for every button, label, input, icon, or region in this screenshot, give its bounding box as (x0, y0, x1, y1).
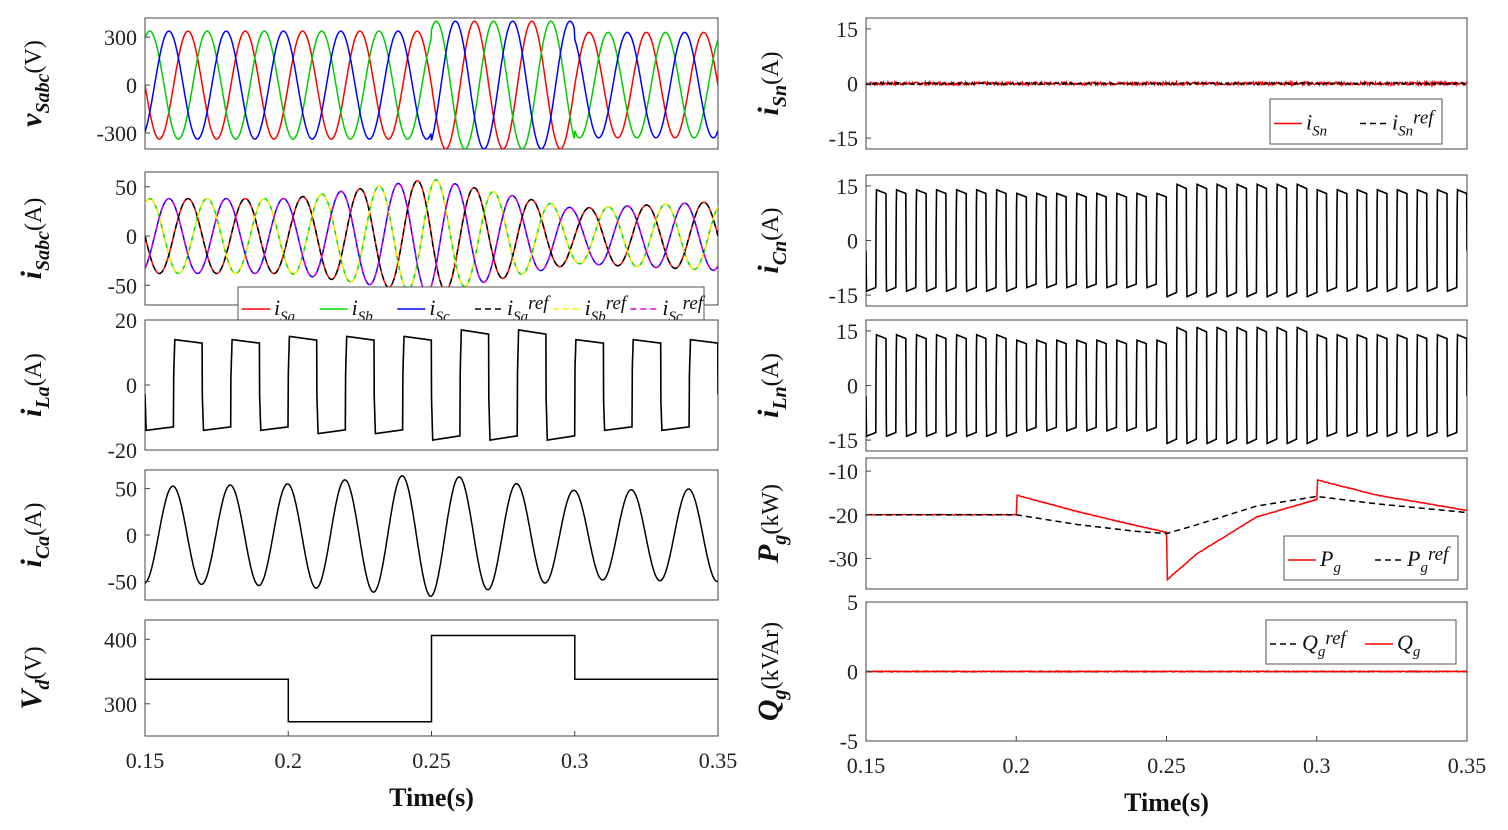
ylabel-is: iSabc(A) (15, 198, 54, 280)
ytick-label-icn: -15 (829, 283, 858, 308)
series-i_Ca (145, 475, 718, 597)
panel-ica: 50 0 -50 iCa(A) (15, 469, 719, 601)
ytick-label-ica: -50 (108, 569, 137, 594)
ytick-label-isn: 0 (847, 72, 858, 97)
ytick-label-ica: 0 (126, 523, 137, 548)
series-i_Sbref (145, 179, 718, 291)
xlabel-vd: Time(s) (389, 783, 474, 812)
ylabel-vd: Vd(V) (15, 646, 54, 709)
ytick-label-vd: 300 (104, 692, 137, 717)
legend-label: Pgref (1406, 544, 1451, 576)
legend-pg: Pg Pgref (1283, 535, 1459, 581)
xtick-label-vd: 0.25 (412, 748, 451, 773)
xtick-label-vd: 0.2 (275, 748, 303, 773)
panel-icn: 15 0 -15 iCn(A) (752, 174, 1468, 308)
xtick-label-qg: 0.3 (1303, 753, 1331, 778)
legend-label: iSn (1306, 110, 1327, 140)
panel-pg: -10 -20 -30 Pg(kW) Pg Pgref (752, 457, 1468, 590)
ytick-label-vs: -300 (97, 121, 137, 146)
ytick-label-qg: 5 (847, 590, 858, 615)
ylabel-ila: iLa(A) (15, 353, 54, 417)
ytick-label-ica: 50 (115, 477, 137, 502)
ytick-label-qg: -5 (840, 729, 858, 754)
ylabel-icn: iCn(A) (752, 207, 791, 273)
xtick-label-qg: 0.15 (847, 753, 886, 778)
series-i_Saref (145, 180, 718, 291)
ytick-label-vs: 0 (126, 73, 137, 98)
ytick-label-vd: 400 (104, 627, 137, 652)
xtick-label-vd: 0.35 (699, 748, 738, 773)
ylabel-qg: Qg(kVAr) (752, 622, 791, 721)
ylabel-pg: Pg(kW) (752, 484, 791, 564)
ytick-label-pg: -10 (829, 459, 858, 484)
legend-label: Qgref (1302, 628, 1349, 660)
series-v_Sb (145, 20, 718, 149)
panel-iln: 15 0 -15 iLn(A) (752, 319, 1468, 453)
legend-isn: iSn iSnref (1269, 98, 1443, 145)
panel-vs: 300 0 -300 vSabc(V) (15, 17, 719, 150)
panel-isn: 15 0 -15 iSn(A) iSn iSnref (752, 17, 1468, 151)
ytick-label-qg: 0 (847, 660, 858, 685)
series-i_Ln (866, 326, 1467, 445)
series-i_Scref (145, 182, 718, 294)
ytick-label-icn: 0 (847, 229, 858, 254)
panel-vd: 400 300 0.15 0.2 0.25 0.3 0.35 Time(s) Vd(V) (15, 619, 738, 812)
ytick-label-pg: -20 (829, 503, 858, 528)
ytick-label-ila: 20 (115, 308, 137, 333)
legend-label: Qg (1397, 630, 1421, 660)
axes-frame-ica (144, 469, 719, 601)
ytick-label-pg: -30 (829, 546, 858, 571)
ytick-label-is: 0 (126, 224, 137, 249)
ytick-label-vs: 300 (104, 25, 137, 50)
legend-label: Pg (1319, 546, 1341, 576)
series-i_Sn (866, 79, 1467, 88)
xtick-label-qg: 0.35 (1448, 753, 1487, 778)
panel-qg: 5 0 -50.15 0.2 0.25 0.3 0.35 Time(s) Qg(kVAr) Qgr… (752, 590, 1486, 817)
legend-label: iSnref (1392, 108, 1436, 140)
xtick-label-qg: 0.2 (1003, 753, 1031, 778)
ytick-label-iln: -15 (829, 428, 858, 453)
ytick-label-iln: 0 (847, 374, 858, 399)
ytick-label-is: -50 (108, 273, 137, 298)
series-v_Sa (145, 20, 718, 149)
ylabel-isn: iSn(A) (752, 52, 791, 116)
ytick-label-isn: 15 (836, 17, 858, 42)
ylabel-iln: iLn(A) (752, 353, 791, 418)
series-P_gref (866, 495, 1467, 535)
series-Q_g (866, 669, 1467, 674)
ylabel-ica: iCa(A) (15, 502, 54, 567)
series-V_d (145, 634, 718, 723)
ytick-label-is: 50 (115, 175, 137, 200)
xtick-label-qg: 0.25 (1147, 753, 1186, 778)
panel-ila: 20 0 -20 iLa(A) (15, 308, 719, 463)
series-v_Sc (145, 20, 718, 149)
ytick-label-ila: 0 (126, 373, 137, 398)
xtick-label-vd: 0.3 (561, 748, 589, 773)
ytick-label-isn: -15 (829, 126, 858, 151)
ytick-label-iln: 15 (836, 319, 858, 344)
xtick-label-vd: 0.15 (126, 748, 165, 773)
legend-qg: Qgref Qg (1265, 619, 1457, 665)
series-i_La (145, 328, 718, 442)
xlabel-qg: Time(s) (1124, 788, 1209, 817)
ytick-label-ila: -20 (108, 438, 137, 463)
series-i_Snref (866, 81, 1467, 86)
series-i_Cn (866, 183, 1467, 298)
ylabel-vs: vSabc(V) (15, 40, 54, 127)
ytick-label-icn: 15 (836, 174, 858, 199)
